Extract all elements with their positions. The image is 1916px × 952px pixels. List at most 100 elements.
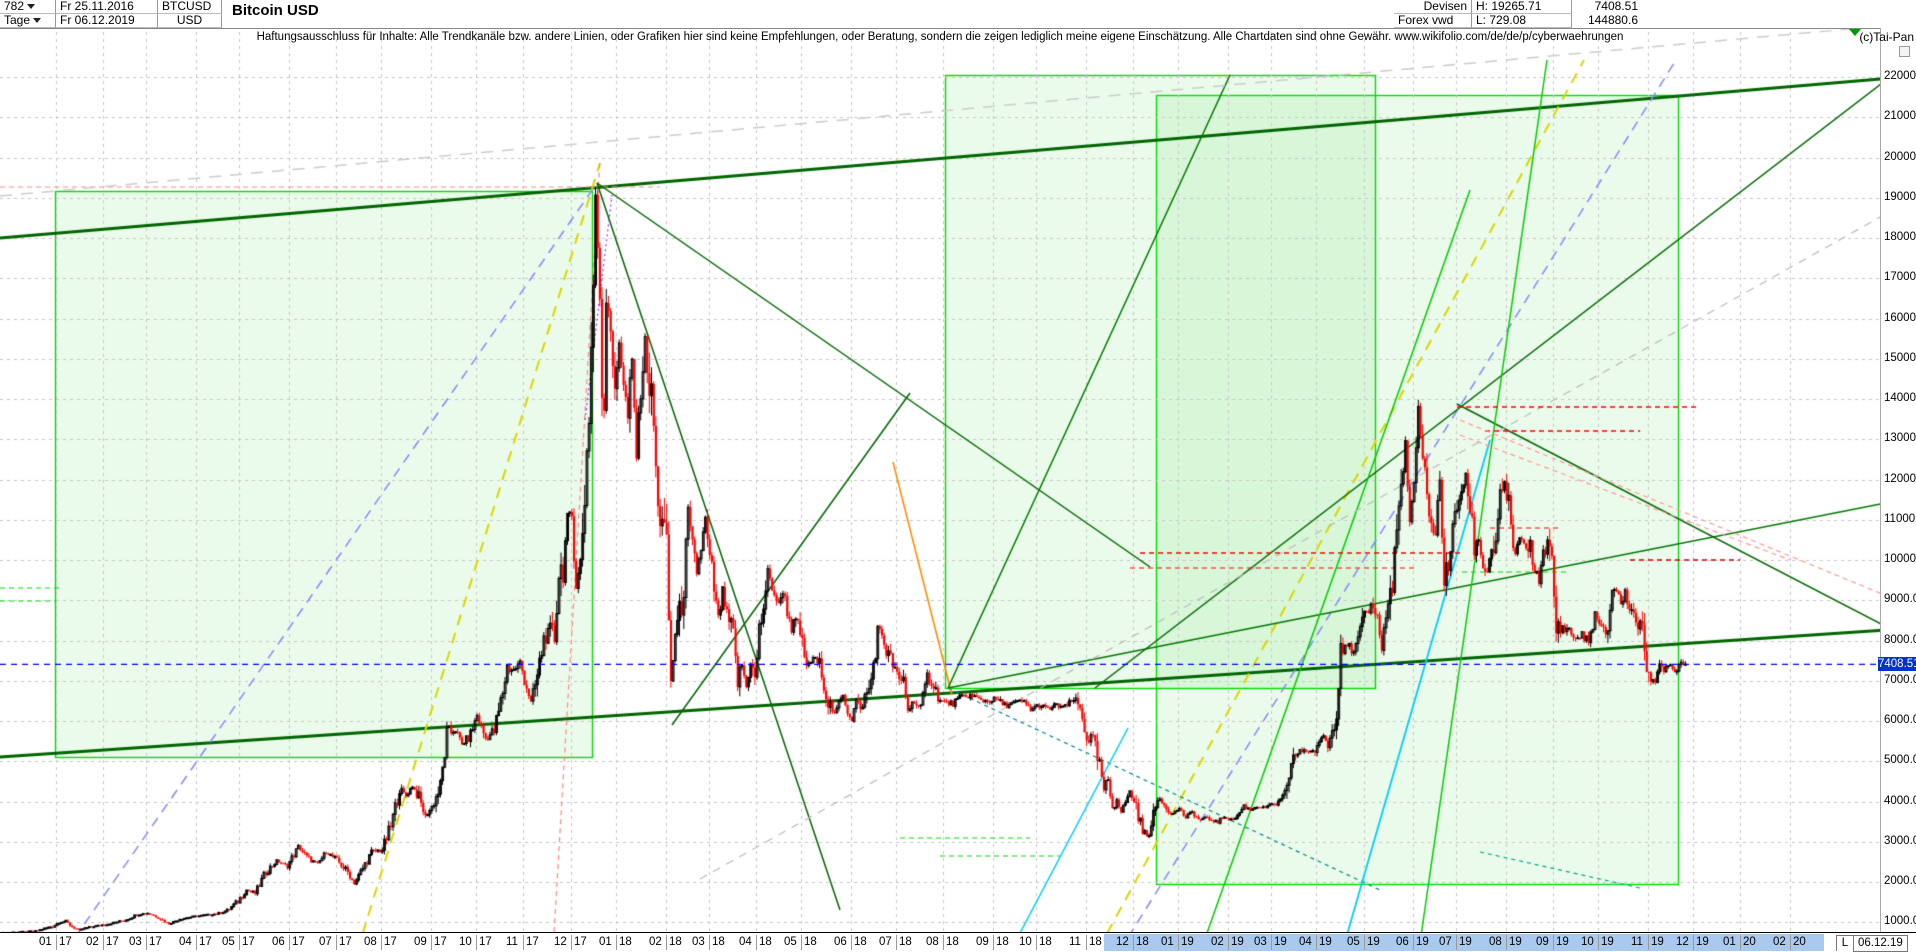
price-axis-label: 7000.00	[1884, 673, 1916, 686]
time-axis-highlight	[1104, 934, 1824, 951]
time-axis-year: 18	[804, 936, 817, 948]
time-axis-year: 19	[1696, 936, 1709, 948]
price-axis-label: 22000.00	[1884, 70, 1916, 82]
time-axis-year: 17	[292, 936, 305, 948]
time-axis-tick	[1648, 935, 1649, 950]
price-axis-label: 13000.00	[1884, 432, 1916, 445]
price-axis-label: 4000.00	[1884, 794, 1916, 807]
time-axis-month: 07	[319, 936, 332, 948]
time-axis-month: 05	[784, 936, 797, 948]
time-axis-year: 18	[1136, 936, 1149, 948]
time-axis-tick	[709, 935, 710, 950]
time-axis-year: 17	[106, 936, 119, 948]
chart-header: 782 Tage Fr 25.11.2016 Fr 06.12.2019 BTC…	[0, 0, 1916, 29]
time-axis-tick	[1790, 935, 1791, 950]
date-from[interactable]: Fr 25.11.2016	[56, 0, 158, 14]
time-axis-year: 17	[149, 936, 162, 948]
time-axis-month: 02	[1211, 936, 1224, 948]
time-axis-year: 17	[199, 936, 212, 948]
time-axis-tick	[1086, 935, 1087, 950]
time-axis-tick	[476, 935, 477, 950]
time-axis-tick	[851, 935, 852, 950]
price-axis-label: 18000.00	[1884, 231, 1916, 243]
time-axis-year: 20	[1793, 936, 1806, 948]
time-axis-tick	[1456, 935, 1457, 950]
time-axis-year: 17	[526, 936, 539, 948]
time-axis-year: 18	[1039, 936, 1052, 948]
date-to[interactable]: Fr 06.12.2019	[56, 14, 158, 28]
time-axis-month: 03	[692, 936, 705, 948]
time-axis-year: 17	[384, 936, 397, 948]
time-axis-month: 04	[1299, 936, 1312, 948]
symbol-label: BTCUSD	[158, 0, 222, 14]
bars-count-dropdown[interactable]: 782	[0, 0, 56, 14]
low-label: L: 729.08	[1472, 14, 1572, 28]
time-axis-year: 19	[1651, 936, 1664, 948]
time-axis-tick	[336, 935, 337, 950]
time-axis-tick	[431, 935, 432, 950]
last-marker: L	[1836, 935, 1853, 951]
price-axis[interactable]: 22000.00 21000.00 20000.00 19000.00 18000.00…	[1880, 28, 1916, 932]
price-axis-label: 1000.00	[1884, 915, 1916, 928]
price-axis-label: 10000.00	[1884, 553, 1916, 565]
time-axis-tick	[1133, 935, 1134, 950]
time-axis-month: 01	[599, 936, 612, 948]
time-axis-tick	[1740, 935, 1741, 950]
time-axis-month: 10	[1019, 936, 1032, 948]
last-price-tag: 7408.51	[1878, 657, 1916, 672]
time-axis-year: 18	[759, 936, 772, 948]
time-axis-year: 17	[59, 936, 72, 948]
time-axis-month: 01	[39, 936, 52, 948]
time-axis-month: 01	[1723, 936, 1736, 948]
time-axis-month: 02	[1773, 936, 1786, 948]
time-axis-tick	[103, 935, 104, 950]
price-axis-label: 8000.00	[1884, 633, 1916, 646]
time-axis-year: 18	[619, 936, 632, 948]
time-axis-tick	[1178, 935, 1179, 950]
time-axis-tick	[56, 935, 57, 950]
time-axis-month: 08	[364, 936, 377, 948]
time-axis-tick	[616, 935, 617, 950]
time-axis-year: 17	[479, 936, 492, 948]
time-axis-tick	[146, 935, 147, 950]
time-axis-tick	[1693, 935, 1694, 950]
time-axis-month: 11	[1069, 936, 1081, 948]
time-axis[interactable]: L 06.12.19 01 17 02 17 03 17 04 17 05 17 06 17 07 17 0…	[0, 932, 1916, 952]
time-axis-tick	[381, 935, 382, 950]
time-axis-tick	[993, 935, 994, 950]
window-widget-icon[interactable]	[1899, 46, 1910, 57]
time-axis-month: 02	[86, 936, 99, 948]
price-axis-label: 14000.00	[1884, 392, 1916, 404]
time-axis-tick	[1036, 935, 1037, 950]
time-axis-year: 19	[1601, 936, 1614, 948]
time-axis-year: 19	[1274, 936, 1287, 948]
time-axis-year: 19	[1509, 936, 1522, 948]
time-axis-year: 19	[1231, 936, 1244, 948]
time-axis-tick	[1413, 935, 1414, 950]
time-axis-year: 19	[1367, 936, 1380, 948]
time-axis-year: 18	[712, 936, 725, 948]
time-axis-month: 03	[129, 936, 142, 948]
source-label: Forex vwd	[1394, 14, 1472, 28]
chevron-down-icon	[33, 18, 42, 24]
time-axis-month: 09	[976, 936, 989, 948]
currency-label: USD	[158, 14, 222, 28]
price-axis-label: 12000.00	[1884, 472, 1916, 485]
period-dropdown[interactable]: Tage	[0, 14, 56, 28]
time-axis-month: 01	[1161, 936, 1174, 948]
time-axis-tick	[1228, 935, 1229, 950]
time-axis-tick	[801, 935, 802, 950]
high-label: H: 19265.71	[1472, 0, 1572, 14]
time-axis-year: 19	[1319, 936, 1332, 948]
time-axis-month: 08	[1489, 936, 1502, 948]
price-axis-label: 3000.00	[1884, 834, 1916, 847]
time-axis-month: 11	[1631, 936, 1643, 948]
time-axis-month: 10	[459, 936, 472, 948]
time-axis-year: 18	[899, 936, 912, 948]
time-axis-tick	[666, 935, 667, 950]
time-axis-month: 09	[414, 936, 427, 948]
scroll-position-marker[interactable]	[1849, 29, 1861, 36]
price-axis-label: 6000.00	[1884, 714, 1916, 726]
